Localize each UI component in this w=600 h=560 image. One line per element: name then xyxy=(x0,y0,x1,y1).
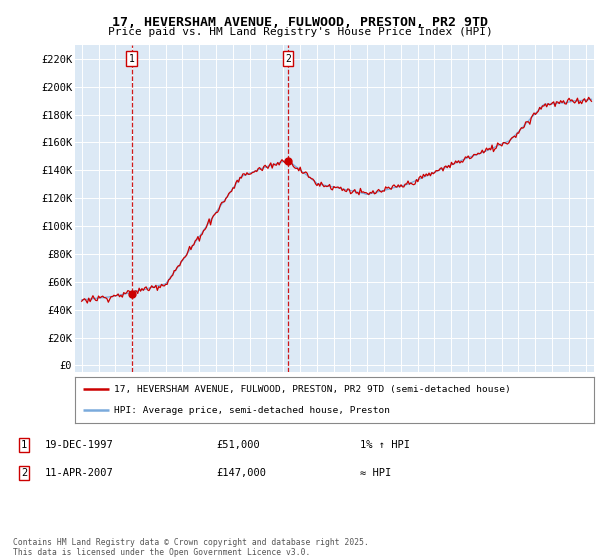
Text: 17, HEVERSHAM AVENUE, FULWOOD, PRESTON, PR2 9TD: 17, HEVERSHAM AVENUE, FULWOOD, PRESTON, … xyxy=(112,16,488,29)
Bar xyxy=(131,45,288,372)
Text: 2: 2 xyxy=(285,54,291,64)
Text: 17, HEVERSHAM AVENUE, FULWOOD, PRESTON, PR2 9TD (semi-detached house): 17, HEVERSHAM AVENUE, FULWOOD, PRESTON, … xyxy=(114,385,511,394)
Text: HPI: Average price, semi-detached house, Preston: HPI: Average price, semi-detached house,… xyxy=(114,406,390,415)
Text: 1: 1 xyxy=(128,54,134,64)
Text: 1% ↑ HPI: 1% ↑ HPI xyxy=(360,440,410,450)
Text: 1: 1 xyxy=(21,440,27,450)
Text: 11-APR-2007: 11-APR-2007 xyxy=(45,468,114,478)
Text: £147,000: £147,000 xyxy=(216,468,266,478)
Text: 19-DEC-1997: 19-DEC-1997 xyxy=(45,440,114,450)
Text: £51,000: £51,000 xyxy=(216,440,260,450)
Text: ≈ HPI: ≈ HPI xyxy=(360,468,391,478)
Text: Price paid vs. HM Land Registry's House Price Index (HPI): Price paid vs. HM Land Registry's House … xyxy=(107,27,493,37)
Text: 2: 2 xyxy=(21,468,27,478)
Text: Contains HM Land Registry data © Crown copyright and database right 2025.
This d: Contains HM Land Registry data © Crown c… xyxy=(13,538,369,557)
